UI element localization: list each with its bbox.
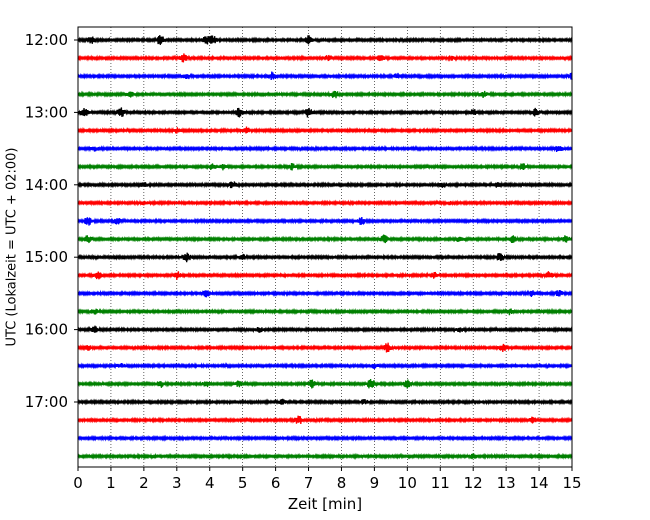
x-tick-label: 4 (205, 474, 215, 492)
seismic-traces (77, 35, 573, 460)
x-tick-label: 0 (73, 474, 83, 492)
x-tick-label: 15 (562, 474, 581, 492)
x-tick-label: 11 (431, 474, 450, 492)
x-tick-label: 9 (370, 474, 380, 492)
x-tick-label: 12 (464, 474, 483, 492)
y-tick-label: 16:00 (25, 321, 68, 339)
x-tick-label: 6 (271, 474, 281, 492)
x-tick-label: 5 (238, 474, 248, 492)
y-tick-label: 17:00 (25, 393, 68, 411)
y-tick-label: 14:00 (25, 176, 68, 194)
x-tick-label: 1 (106, 474, 116, 492)
x-axis-label: Zeit [min] (288, 495, 362, 513)
x-tick-label: 13 (497, 474, 516, 492)
y-axis-label: UTC (Lokalzeit = UTC + 02:00) (5, 148, 20, 347)
y-tick-label: 12:00 (25, 31, 68, 49)
x-tick-label: 14 (530, 474, 549, 492)
x-tick-label: 2 (139, 474, 149, 492)
y-tick-label: 15:00 (25, 248, 68, 266)
x-axis-ticks: 0 1 2 3 4 5 6 7 8 9 10 11 12 13 14 15 (73, 467, 582, 492)
x-tick-label: 10 (398, 474, 417, 492)
x-tick-label: 7 (304, 474, 314, 492)
y-axis-ticks: 12:00 13:00 14:00 15:00 16:00 17:00 (25, 31, 78, 411)
x-tick-label: 3 (172, 474, 182, 492)
x-tick-label: 8 (337, 474, 347, 492)
grid-lines (110, 27, 540, 467)
y-tick-label: 13:00 (25, 103, 68, 121)
plot-frame (77, 26, 573, 468)
